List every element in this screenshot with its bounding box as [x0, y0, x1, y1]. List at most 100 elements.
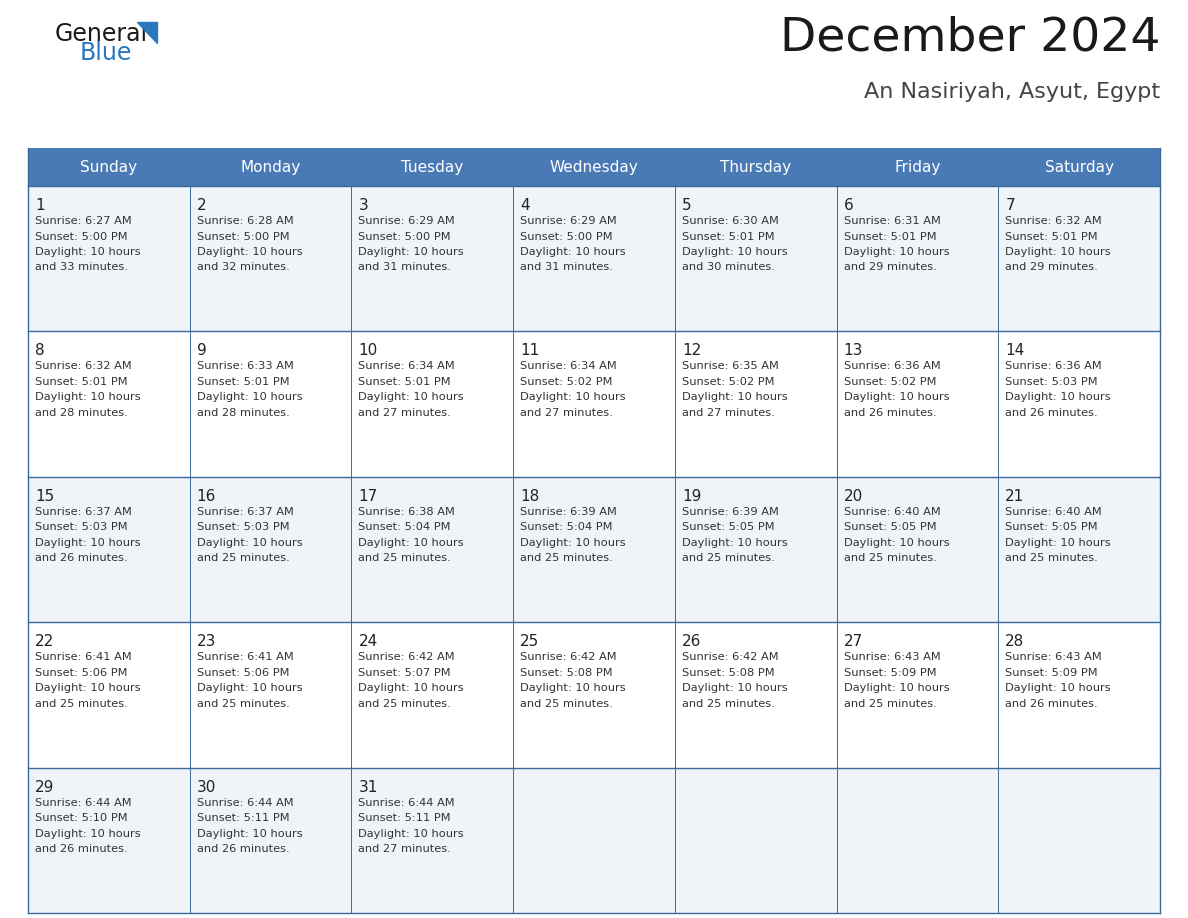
Text: 24: 24: [359, 634, 378, 649]
Text: Saturday: Saturday: [1044, 160, 1113, 174]
Text: and 26 minutes.: and 26 minutes.: [197, 844, 290, 854]
Text: Sunrise: 6:36 AM: Sunrise: 6:36 AM: [843, 362, 941, 372]
Text: 30: 30: [197, 779, 216, 795]
Text: Sunrise: 6:29 AM: Sunrise: 6:29 AM: [359, 216, 455, 226]
Text: Sunday: Sunday: [81, 160, 138, 174]
Text: Daylight: 10 hours: Daylight: 10 hours: [197, 538, 302, 548]
Text: Sunset: 5:05 PM: Sunset: 5:05 PM: [843, 522, 936, 532]
Text: 29: 29: [34, 779, 55, 795]
Text: Sunrise: 6:44 AM: Sunrise: 6:44 AM: [34, 798, 132, 808]
Text: Sunset: 5:02 PM: Sunset: 5:02 PM: [520, 377, 613, 386]
Text: and 31 minutes.: and 31 minutes.: [359, 263, 451, 273]
Bar: [29, 622, 1159, 767]
Text: Sunset: 5:08 PM: Sunset: 5:08 PM: [520, 667, 613, 677]
Text: 10: 10: [359, 343, 378, 358]
Text: Daylight: 10 hours: Daylight: 10 hours: [359, 247, 465, 257]
Bar: [29, 148, 1159, 186]
Text: Daylight: 10 hours: Daylight: 10 hours: [197, 247, 302, 257]
Text: Sunrise: 6:32 AM: Sunrise: 6:32 AM: [34, 362, 132, 372]
Text: Sunset: 5:03 PM: Sunset: 5:03 PM: [34, 522, 127, 532]
Text: Sunrise: 6:34 AM: Sunrise: 6:34 AM: [359, 362, 455, 372]
Text: Sunrise: 6:31 AM: Sunrise: 6:31 AM: [843, 216, 941, 226]
Text: Sunset: 5:02 PM: Sunset: 5:02 PM: [682, 377, 775, 386]
Text: 26: 26: [682, 634, 701, 649]
Text: 21: 21: [1005, 488, 1024, 504]
Text: 1: 1: [34, 198, 45, 213]
Text: and 27 minutes.: and 27 minutes.: [359, 408, 451, 418]
Bar: [29, 767, 1159, 913]
Text: Daylight: 10 hours: Daylight: 10 hours: [520, 392, 626, 402]
Text: Sunrise: 6:43 AM: Sunrise: 6:43 AM: [843, 652, 941, 662]
Text: Sunrise: 6:43 AM: Sunrise: 6:43 AM: [1005, 652, 1102, 662]
Text: Monday: Monday: [240, 160, 301, 174]
Text: Daylight: 10 hours: Daylight: 10 hours: [34, 247, 140, 257]
Text: 27: 27: [843, 634, 862, 649]
Text: Sunset: 5:01 PM: Sunset: 5:01 PM: [34, 377, 127, 386]
Text: 13: 13: [843, 343, 862, 358]
Text: and 25 minutes.: and 25 minutes.: [197, 554, 290, 564]
Text: and 26 minutes.: and 26 minutes.: [843, 408, 936, 418]
Text: Sunset: 5:02 PM: Sunset: 5:02 PM: [843, 377, 936, 386]
Text: Sunset: 5:03 PM: Sunset: 5:03 PM: [197, 522, 290, 532]
Text: Wednesday: Wednesday: [550, 160, 638, 174]
Text: Sunset: 5:09 PM: Sunset: 5:09 PM: [1005, 667, 1098, 677]
Text: Sunrise: 6:42 AM: Sunrise: 6:42 AM: [359, 652, 455, 662]
Text: Sunset: 5:01 PM: Sunset: 5:01 PM: [1005, 231, 1098, 241]
Text: and 26 minutes.: and 26 minutes.: [34, 554, 127, 564]
Text: 17: 17: [359, 488, 378, 504]
Text: and 30 minutes.: and 30 minutes.: [682, 263, 775, 273]
Text: and 26 minutes.: and 26 minutes.: [1005, 408, 1098, 418]
Text: Daylight: 10 hours: Daylight: 10 hours: [843, 538, 949, 548]
Text: Sunset: 5:01 PM: Sunset: 5:01 PM: [682, 231, 775, 241]
Text: and 25 minutes.: and 25 minutes.: [682, 699, 775, 709]
Text: Daylight: 10 hours: Daylight: 10 hours: [197, 392, 302, 402]
Text: Sunset: 5:06 PM: Sunset: 5:06 PM: [34, 667, 127, 677]
Text: Daylight: 10 hours: Daylight: 10 hours: [197, 683, 302, 693]
Text: and 25 minutes.: and 25 minutes.: [1005, 554, 1098, 564]
Text: Sunrise: 6:29 AM: Sunrise: 6:29 AM: [520, 216, 617, 226]
Text: Sunrise: 6:34 AM: Sunrise: 6:34 AM: [520, 362, 617, 372]
Text: Sunrise: 6:36 AM: Sunrise: 6:36 AM: [1005, 362, 1102, 372]
Text: An Nasiriyah, Asyut, Egypt: An Nasiriyah, Asyut, Egypt: [864, 82, 1159, 102]
Text: Sunrise: 6:38 AM: Sunrise: 6:38 AM: [359, 507, 455, 517]
Text: Daylight: 10 hours: Daylight: 10 hours: [359, 538, 465, 548]
Text: Sunset: 5:09 PM: Sunset: 5:09 PM: [843, 667, 936, 677]
Text: Daylight: 10 hours: Daylight: 10 hours: [359, 392, 465, 402]
Text: Sunrise: 6:39 AM: Sunrise: 6:39 AM: [682, 507, 778, 517]
Text: Sunset: 5:01 PM: Sunset: 5:01 PM: [843, 231, 936, 241]
Text: and 28 minutes.: and 28 minutes.: [34, 408, 128, 418]
Text: and 25 minutes.: and 25 minutes.: [197, 699, 290, 709]
Text: Daylight: 10 hours: Daylight: 10 hours: [197, 829, 302, 839]
Text: Daylight: 10 hours: Daylight: 10 hours: [843, 247, 949, 257]
Text: and 26 minutes.: and 26 minutes.: [1005, 699, 1098, 709]
Text: Daylight: 10 hours: Daylight: 10 hours: [1005, 683, 1111, 693]
Text: 18: 18: [520, 488, 539, 504]
Text: 3: 3: [359, 198, 368, 213]
Text: 6: 6: [843, 198, 853, 213]
Text: Daylight: 10 hours: Daylight: 10 hours: [1005, 538, 1111, 548]
Text: and 27 minutes.: and 27 minutes.: [682, 408, 775, 418]
Text: Sunset: 5:07 PM: Sunset: 5:07 PM: [359, 667, 451, 677]
Text: Sunrise: 6:44 AM: Sunrise: 6:44 AM: [359, 798, 455, 808]
Text: Sunset: 5:00 PM: Sunset: 5:00 PM: [197, 231, 290, 241]
Text: Sunset: 5:10 PM: Sunset: 5:10 PM: [34, 813, 127, 823]
Text: Daylight: 10 hours: Daylight: 10 hours: [682, 392, 788, 402]
Text: and 25 minutes.: and 25 minutes.: [843, 554, 936, 564]
Text: Sunrise: 6:40 AM: Sunrise: 6:40 AM: [1005, 507, 1102, 517]
Text: Sunrise: 6:37 AM: Sunrise: 6:37 AM: [197, 507, 293, 517]
Text: Sunset: 5:08 PM: Sunset: 5:08 PM: [682, 667, 775, 677]
Text: Sunset: 5:04 PM: Sunset: 5:04 PM: [359, 522, 451, 532]
Text: Sunset: 5:03 PM: Sunset: 5:03 PM: [1005, 377, 1098, 386]
Text: Sunset: 5:11 PM: Sunset: 5:11 PM: [197, 813, 290, 823]
Text: Daylight: 10 hours: Daylight: 10 hours: [682, 538, 788, 548]
Text: and 29 minutes.: and 29 minutes.: [1005, 263, 1098, 273]
Text: and 25 minutes.: and 25 minutes.: [34, 699, 128, 709]
Text: 4: 4: [520, 198, 530, 213]
Text: and 25 minutes.: and 25 minutes.: [359, 699, 451, 709]
Text: Sunset: 5:11 PM: Sunset: 5:11 PM: [359, 813, 451, 823]
Bar: [29, 186, 1159, 331]
Text: and 26 minutes.: and 26 minutes.: [34, 844, 127, 854]
Text: 19: 19: [682, 488, 701, 504]
Text: and 33 minutes.: and 33 minutes.: [34, 263, 128, 273]
Text: Sunset: 5:04 PM: Sunset: 5:04 PM: [520, 522, 613, 532]
